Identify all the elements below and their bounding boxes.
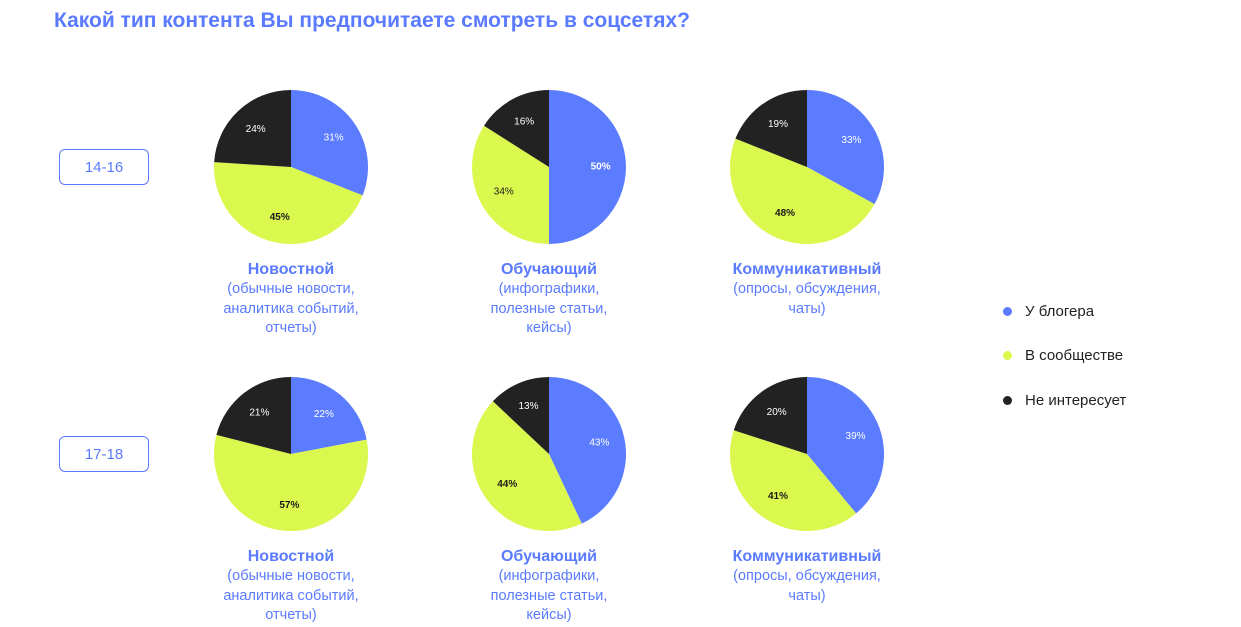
pie-slice-blogger: [291, 377, 367, 454]
pie-label-blogger: 31%: [324, 133, 344, 144]
pie-slice-community: [729, 138, 875, 245]
pie-comm-14-16: 33% 48% 19%: [727, 87, 887, 247]
caption-description: (опросы, обсуждения, чаты): [733, 281, 881, 317]
pie-slice-not-interested: [735, 90, 807, 167]
legend-item-blogger: У блогера: [1000, 300, 1126, 322]
pie-edu-17-18: 43% 44% 13%: [469, 374, 629, 534]
pie-label-community: 41%: [768, 491, 788, 502]
pie-slice-blogger: [549, 377, 627, 524]
caption-title: Обучающий: [500, 261, 598, 278]
pie-slice-not-interested: [492, 377, 549, 454]
caption-title: Новостной: [247, 548, 335, 565]
legend-dot-icon: [1003, 306, 1012, 316]
pie-news-17-18: 22% 57% 21%: [211, 374, 371, 534]
caption-description: (инфографики, полезные статьи, кейсы): [490, 281, 608, 336]
legend-dot-icon: [1003, 395, 1012, 405]
pie-news-14-16: 31% 45% 24%: [211, 87, 371, 247]
caption-comm-14-16: Коммуникативный (опросы, обсуждения, чат…: [697, 260, 917, 319]
caption-edu-14-16: Обучающий (инфографики, полезные статьи,…: [439, 260, 659, 339]
pie-label-community: 44%: [497, 479, 517, 490]
pie-slice-not-interested: [216, 377, 291, 454]
caption-title: Коммуникативный: [732, 261, 882, 278]
legend-label: Не интересует: [1025, 391, 1127, 409]
legend-dot-icon: [1003, 351, 1012, 360]
pie-label-blogger: 22%: [314, 409, 334, 420]
pie-slice-community: [213, 162, 363, 245]
legend-label: В сообществе: [1025, 347, 1124, 364]
legend-item-community: В сообществе: [1000, 345, 1126, 367]
pie-label-not-interested: 13%: [519, 401, 539, 412]
pie-slice-community: [730, 430, 857, 531]
pie-slice-community: [472, 401, 582, 532]
pie-slice-community: [214, 434, 369, 531]
legend-label: У блогера: [1025, 302, 1095, 320]
caption-title: Обучающий: [500, 548, 598, 565]
pie-label-community: 34%: [494, 186, 514, 197]
pie-label-not-interested: 20%: [767, 407, 787, 418]
pie-label-blogger: 50%: [591, 162, 611, 173]
pie-label-not-interested: 19%: [768, 119, 788, 130]
caption-news-17-18: Новостной (обычные новости, аналитика со…: [181, 547, 401, 626]
pie-label-not-interested: 24%: [246, 124, 266, 135]
pie-label-not-interested: 16%: [514, 116, 534, 127]
pie-label-blogger: 33%: [841, 135, 861, 146]
pie-label-community: 48%: [775, 208, 795, 219]
pie-slice-not-interested: [733, 377, 807, 454]
pie-edu-14-16: 50% 34% 16%: [469, 87, 629, 247]
pie-label-not-interested: 21%: [249, 408, 269, 419]
caption-description: (опросы, обсуждения, чаты): [733, 568, 881, 604]
pie-slice-blogger: [291, 90, 368, 196]
caption-description: (обычные новости, аналитика событий, отч…: [223, 281, 359, 336]
age-group-17-18: 17-18: [59, 436, 149, 472]
legend-item-not-interested: Не интересует: [1000, 389, 1126, 411]
pie-comm-17-18: 39% 41% 20%: [727, 374, 887, 534]
pie-slice-not-interested: [214, 90, 291, 167]
pie-label-blogger: 39%: [846, 431, 866, 442]
caption-news-14-16: Новостной (обычные новости, аналитика со…: [181, 260, 401, 339]
pie-slice-blogger: [807, 90, 885, 205]
pie-slice-community: [472, 125, 549, 244]
caption-comm-17-18: Коммуникативный (опросы, обсуждения, чат…: [697, 547, 917, 606]
caption-edu-17-18: Обучающий (инфографики, полезные статьи,…: [439, 547, 659, 626]
legend: У блогера В сообществе Не интересует: [1000, 300, 1126, 434]
pie-label-community: 57%: [279, 500, 299, 511]
caption-title: Новостной: [247, 261, 335, 278]
page-title: Какой тип контента Вы предпочитаете смот…: [54, 9, 690, 32]
caption-description: (обычные новости, аналитика событий, отч…: [223, 568, 359, 623]
caption-description: (инфографики, полезные статьи, кейсы): [490, 568, 608, 623]
pie-slice-not-interested: [483, 90, 549, 167]
caption-title: Коммуникативный: [732, 548, 882, 565]
age-group-14-16: 14-16: [59, 149, 149, 185]
pie-slice-blogger: [549, 90, 626, 244]
pie-label-community: 45%: [270, 212, 290, 223]
pie-slice-blogger: [807, 377, 884, 514]
pie-label-blogger: 43%: [589, 437, 609, 448]
